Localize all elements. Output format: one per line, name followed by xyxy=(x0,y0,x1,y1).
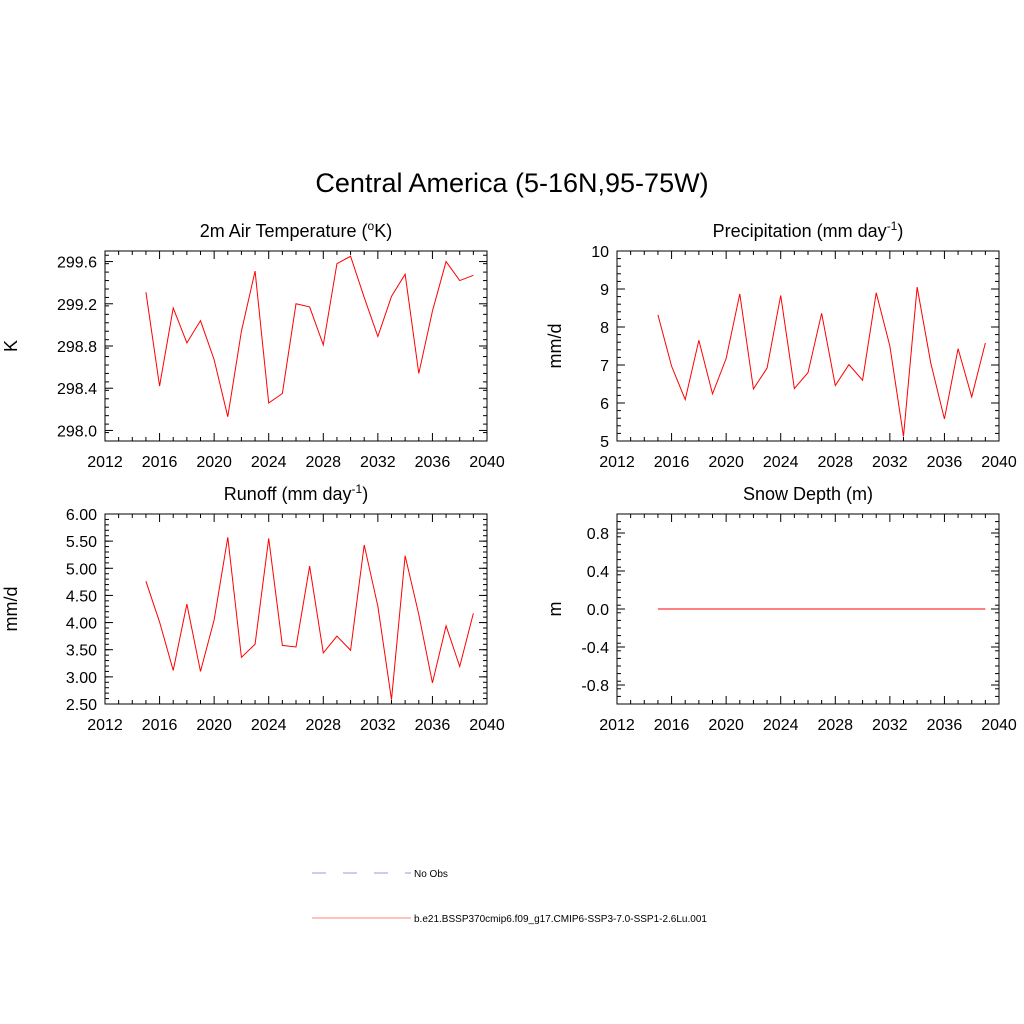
panel-title: Runoff (mm day-1) xyxy=(224,482,368,504)
x-tick-label: 2020 xyxy=(708,454,744,471)
y-tick-label: 298.0 xyxy=(57,423,97,440)
x-tick-label: 2036 xyxy=(415,717,451,734)
y-tick-label: 0.4 xyxy=(587,564,609,581)
figure-title: Central America (5-16N,95-75W) xyxy=(315,168,709,198)
x-tick-label: 2032 xyxy=(872,717,908,734)
x-tick-label: 2016 xyxy=(142,454,178,471)
x-tick-label: 2020 xyxy=(708,717,744,734)
panel-title-superscript: -1 xyxy=(887,219,898,233)
series-line-1 xyxy=(145,255,474,417)
plot-frame xyxy=(616,250,1000,442)
panel-title-text: Precipitation (mm day xyxy=(713,221,887,241)
x-tick-label: 2032 xyxy=(360,717,396,734)
x-tick-label: 2020 xyxy=(196,454,232,471)
y-tick-label: 3.00 xyxy=(66,670,97,687)
y-tick-label: 8 xyxy=(600,320,609,337)
x-tick-label: 2036 xyxy=(927,717,963,734)
x-tick-label: 2028 xyxy=(305,717,341,734)
x-tick-label: 2012 xyxy=(599,717,635,734)
y-tick-label: 10 xyxy=(591,244,609,261)
chart-panels: 2012 2016 2020 2024 2028 2032 2036 2040 298.0 298… xyxy=(1,219,1017,734)
y-tick-label: 298.4 xyxy=(57,381,97,398)
chart-panel-3: 2012 2016 2020 2024 2028 2032 2036 2040 2.50 3.00… xyxy=(1,482,505,734)
y-tick-label: 299.6 xyxy=(57,255,97,272)
x-tick-label: 2024 xyxy=(251,454,287,471)
plot-frame xyxy=(104,513,488,705)
panel-title-text: Snow Depth (m) xyxy=(743,484,873,504)
x-tick-label: 2036 xyxy=(927,454,963,471)
x-tick-label: 2020 xyxy=(196,717,232,734)
panel-title: Snow Depth (m) xyxy=(743,484,873,504)
y-tick-label: 5 xyxy=(600,434,609,451)
panel-title-text: Runoff (mm day xyxy=(224,484,352,504)
y-axis-label: mm/d xyxy=(545,324,565,369)
y-tick-label: -0.4 xyxy=(581,640,609,657)
y-axis-label: K xyxy=(1,340,21,352)
y-axis-label: mm/d xyxy=(1,587,21,632)
x-tick-label: 2028 xyxy=(817,454,853,471)
y-tick-label: 5.00 xyxy=(66,561,97,578)
x-tick-label: 2016 xyxy=(654,454,690,471)
series-line-1 xyxy=(145,537,474,700)
panel-title-suffix: ) xyxy=(897,221,903,241)
y-axis-label: m xyxy=(545,602,565,617)
series-line-1 xyxy=(657,287,986,437)
panel-title-superscript: o xyxy=(368,219,375,233)
x-tick-label: 2040 xyxy=(981,717,1017,734)
chart-panel-1: 2012 2016 2020 2024 2028 2032 2036 2040 298.0 298… xyxy=(1,219,505,471)
y-tick-label: 298.8 xyxy=(57,339,97,356)
chart-panel-2: 2012 2016 2020 2024 2028 2032 2036 2040 5 6 7 8 9 10 m… xyxy=(545,219,1017,471)
y-tick-label: 4.50 xyxy=(66,588,97,605)
x-tick-label: 2016 xyxy=(142,717,178,734)
x-tick-label: 2024 xyxy=(251,717,287,734)
panel-title: 2m Air Temperature (oK) xyxy=(200,219,392,241)
x-tick-label: 2012 xyxy=(599,454,635,471)
y-tick-label: 4.00 xyxy=(66,616,97,633)
y-tick-label: 3.50 xyxy=(66,643,97,660)
legend-label-1: No Obs xyxy=(414,869,448,880)
y-tick-label: 5.50 xyxy=(66,534,97,551)
x-tick-label: 2032 xyxy=(872,454,908,471)
x-tick-label: 2024 xyxy=(763,454,799,471)
x-tick-label: 2012 xyxy=(87,454,123,471)
x-tick-label: 2040 xyxy=(469,717,505,734)
y-tick-label: 9 xyxy=(600,282,609,299)
x-tick-label: 2028 xyxy=(817,717,853,734)
y-tick-label: 6.00 xyxy=(66,507,97,524)
panel-title-superscript: -1 xyxy=(352,482,363,496)
y-tick-label: 7 xyxy=(600,358,609,375)
x-tick-label: 2012 xyxy=(87,717,123,734)
legend: No Obs b.e21.BSSP370cmip6.f09_g17.CMIP6-S… xyxy=(312,869,707,925)
x-tick-label: 2016 xyxy=(654,717,690,734)
chart-panel-4: 2012 2016 2020 2024 2028 2032 2036 2040 -0.8 -0.4… xyxy=(545,484,1017,734)
y-tick-label: 6 xyxy=(600,396,609,413)
y-tick-label: 0.8 xyxy=(587,526,609,543)
y-tick-label: 0.0 xyxy=(587,602,609,619)
x-tick-label: 2024 xyxy=(763,717,799,734)
x-tick-label: 2036 xyxy=(415,454,451,471)
y-tick-label: -0.8 xyxy=(581,678,609,695)
y-tick-label: 2.50 xyxy=(66,697,97,714)
x-tick-label: 2040 xyxy=(469,454,505,471)
legend-label-2: b.e21.BSSP370cmip6.f09_g17.CMIP6-SSP3-7.… xyxy=(414,914,707,925)
panel-title-suffix: K) xyxy=(374,221,392,241)
x-tick-label: 2032 xyxy=(360,454,396,471)
x-tick-label: 2028 xyxy=(305,454,341,471)
x-tick-label: 2040 xyxy=(981,454,1017,471)
panel-title: Precipitation (mm day-1) xyxy=(713,219,904,241)
y-tick-label: 299.2 xyxy=(57,297,97,314)
panel-title-text: 2m Air Temperature ( xyxy=(200,221,368,241)
panel-title-suffix: ) xyxy=(362,484,368,504)
plot-frame xyxy=(104,250,488,442)
